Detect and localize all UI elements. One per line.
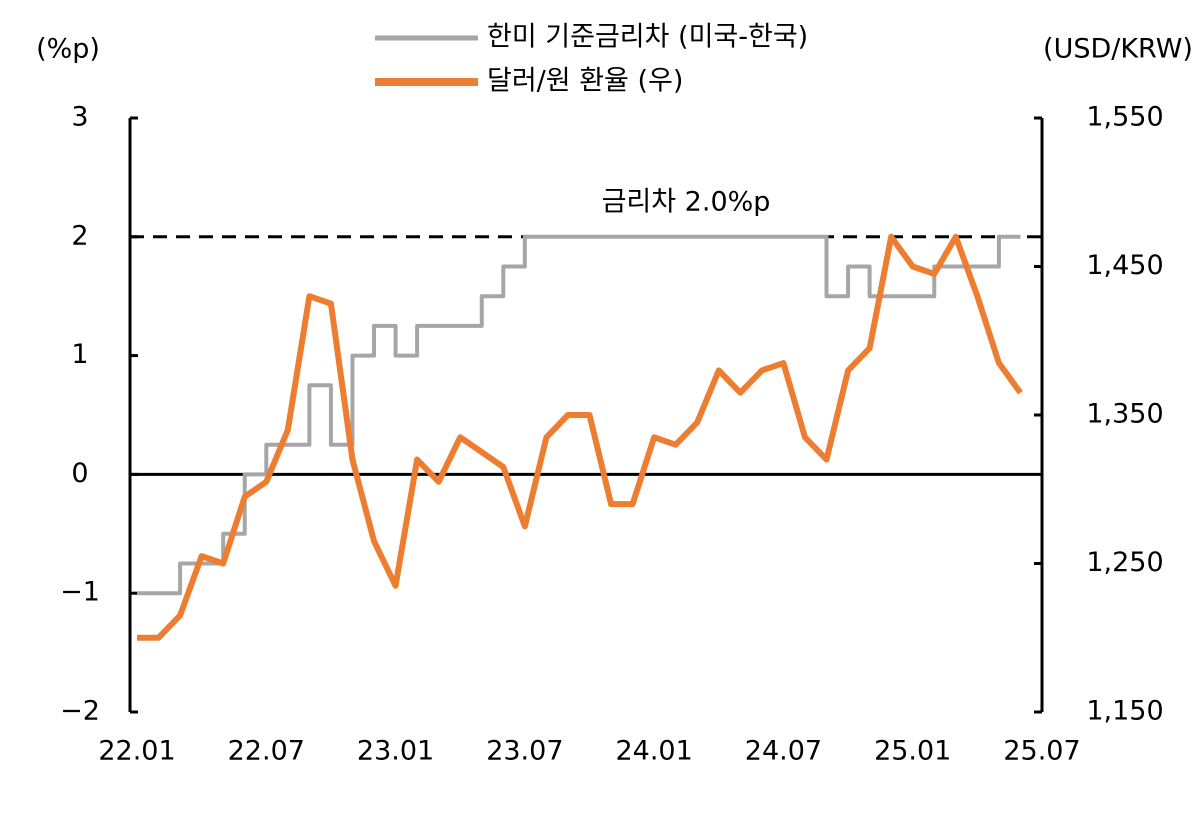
y-tick-label: 2 [71,220,88,251]
x-tick-label: 22.07 [228,736,305,767]
x-tick-label: 24.07 [745,736,822,767]
y2-tick-label: 1,150 [1086,696,1163,727]
x-tick-label: 23.01 [357,736,434,767]
series-line [137,234,1021,596]
y2-tick-label: 1,350 [1086,399,1163,430]
y-tick-label: 3 [71,102,88,133]
y2-tick-label: 1,450 [1086,250,1163,281]
y-tick-label: −1 [60,577,100,608]
y2-tick-label: 1,550 [1086,102,1163,133]
x-tick-label: 25.07 [1003,736,1080,767]
x-tick-label: 22.01 [98,736,175,767]
y-axis-label: (%p) [36,34,100,65]
y-tick-label: −2 [60,696,100,727]
y-tick-label: 1 [71,339,88,370]
x-tick-label: 25.01 [874,736,951,767]
y-tick-label: 0 [71,458,88,489]
x-tick-label: 23.07 [486,736,563,767]
reference-label: 금리차 2.0%p [602,186,771,217]
series-line [137,233,1023,641]
legend-label: 한미 기준금리차 (미국-한국) [487,22,808,53]
y2-tick-label: 1,250 [1086,547,1163,578]
legend-label: 달러/원 환율 (우) [487,66,683,97]
x-tick-label: 24.01 [615,736,692,767]
y2-axis-label: (USD/KRW) [1043,34,1193,65]
